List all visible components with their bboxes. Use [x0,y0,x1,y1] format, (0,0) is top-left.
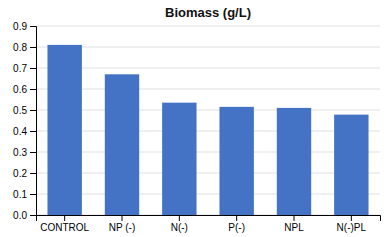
tick: 0.3 [13,147,36,158]
bars [47,45,368,215]
tick-mark [179,215,180,221]
tick-mark [351,215,352,221]
grid-line [36,110,380,111]
axis-domain [30,27,37,216]
tick: 0.2 [13,168,36,179]
bar [47,45,81,215]
tick-label: N(-) [171,222,188,233]
tick-label: 0.9 [13,21,27,32]
tick-label: 0.4 [13,126,27,137]
tick-label: 0.1 [13,189,27,200]
tick-mark [30,89,36,90]
tick-mark [30,215,36,216]
tick: NPL [284,215,304,233]
tick: 0.4 [13,126,36,137]
grid-line [36,173,380,174]
tick-label: NP (-) [109,222,135,233]
tick-mark [30,194,36,195]
tick-label: P(-) [228,222,245,233]
grid-line [36,68,380,69]
grid-line [36,152,380,153]
bar [334,115,368,215]
tick: 0.9 [13,21,36,32]
grid-line [36,194,380,195]
tick-mark [64,215,65,221]
grid-line [36,26,380,27]
tick-label: 0.6 [13,84,27,95]
tick-label: CONTROL [40,222,89,233]
tick: 0.0 [13,210,36,221]
y-axis: 0.0 0.1 0.2 0.3 0.4 0.5 0.6 0.7 0.8 0.9 [13,21,36,221]
tick: 0.1 [13,189,36,200]
grid-line [36,89,380,90]
tick-label: 0.2 [13,168,27,179]
tick: CONTROL [40,215,89,233]
bar [277,108,311,215]
grid-line [36,47,380,48]
tick-mark [30,173,36,174]
tick-mark [122,215,123,221]
chart-svg: 0.0 0.1 0.2 0.3 0.4 0.5 0.6 0.7 0.8 0.9 CONTROL NP … [0,0,392,237]
tick: N(-) [171,215,188,233]
tick-mark [236,215,237,221]
tick-label: 0.0 [13,210,27,221]
tick: 0.8 [13,42,36,53]
plot-area: 0.0 0.1 0.2 0.3 0.4 0.5 0.6 0.7 0.8 0.9 CONTROL NP … [13,21,380,233]
title: Biomass (g/L) [165,5,251,20]
tick: NP (-) [109,215,135,233]
x-axis: CONTROL NP (-) N(-) P(-) NPL N(-)PL [37,215,381,233]
tick-label: NPL [284,222,304,233]
tick: 0.5 [13,105,36,116]
tick-label: 0.3 [13,147,27,158]
tick-mark [30,131,36,132]
tick-label: 0.8 [13,42,27,53]
tick-label: 0.7 [13,63,27,74]
tick-mark [30,152,36,153]
tick-mark [30,110,36,111]
bar [162,103,196,215]
tick-mark [30,68,36,69]
tick: 0.7 [13,63,36,74]
tick: 0.6 [13,84,36,95]
bar [219,107,253,215]
tick: N(-)PL [337,215,367,233]
grid [36,26,380,215]
tick-mark [30,26,36,27]
grid-line [36,131,380,132]
tick-label: N(-)PL [337,222,367,233]
tick-mark [30,47,36,48]
bar [105,74,139,215]
tick: P(-) [228,215,245,233]
axis-domain [37,216,381,222]
tick-label: 0.5 [13,105,27,116]
tick-mark [294,215,295,221]
